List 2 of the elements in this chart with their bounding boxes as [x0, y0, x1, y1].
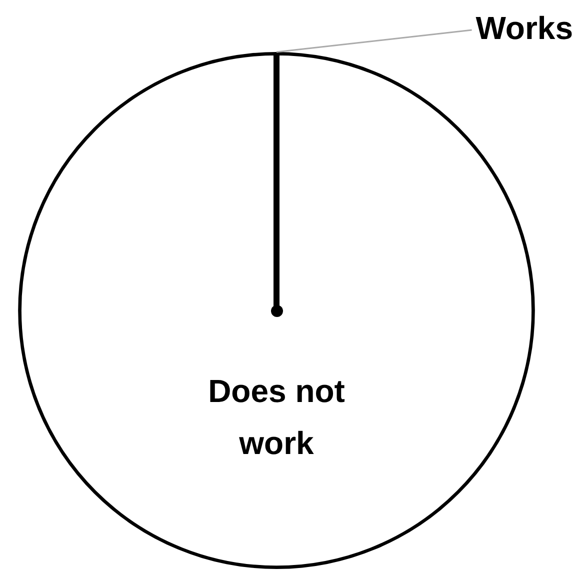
category-label: Works [476, 10, 573, 46]
slice-label: Does not work [208, 372, 346, 461]
